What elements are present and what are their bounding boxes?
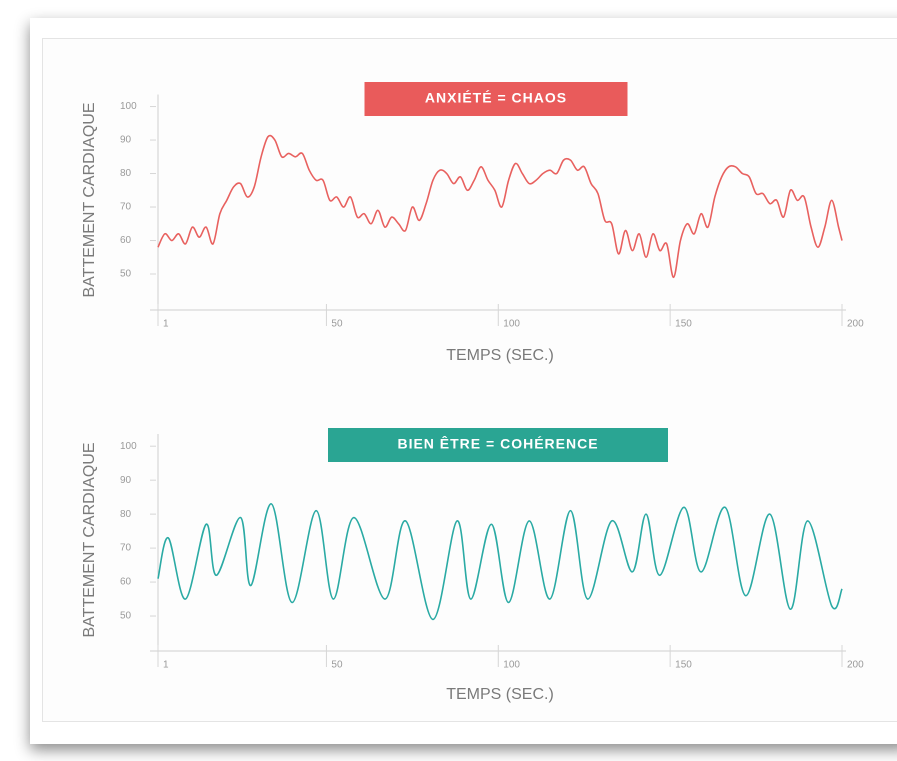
x-tick-label: 1 bbox=[163, 660, 169, 671]
x-tick-label: 200 bbox=[847, 319, 864, 330]
x-tick-label: 200 bbox=[847, 660, 864, 671]
y-tick-label: 90 bbox=[120, 135, 132, 146]
chart-title: ANXIÉTÉ = CHAOS bbox=[425, 90, 567, 106]
data-line bbox=[157, 134, 843, 279]
y-tick-label: 100 bbox=[120, 441, 137, 452]
y-axis-label: BATTEMENT CARDIAQUE bbox=[81, 103, 98, 298]
x-tick-label: 100 bbox=[503, 319, 520, 330]
x-tick-label: 1 bbox=[163, 319, 169, 330]
data-line bbox=[157, 503, 843, 621]
x-tick-label: 50 bbox=[331, 660, 343, 671]
y-tick-label: 60 bbox=[120, 235, 132, 246]
y-tick-label: 90 bbox=[120, 475, 132, 486]
y-axis-label: BATTEMENT CARDIAQUE bbox=[81, 443, 98, 638]
x-axis-label: TEMPS (SEC.) bbox=[446, 347, 554, 364]
title-banner bbox=[364, 82, 628, 116]
chart-title: BIEN ÊTRE = COHÉRENCE bbox=[397, 435, 598, 452]
y-tick-label: 80 bbox=[120, 168, 132, 179]
x-tick-label: 150 bbox=[675, 319, 692, 330]
x-tick-label: 150 bbox=[675, 660, 692, 671]
x-tick-label: 100 bbox=[503, 660, 520, 671]
title-banner bbox=[328, 428, 668, 462]
y-tick-label: 50 bbox=[120, 269, 132, 280]
y-tick-label: 70 bbox=[120, 202, 132, 213]
panel bbox=[42, 38, 897, 722]
y-tick-label: 70 bbox=[120, 543, 132, 554]
y-tick-label: 60 bbox=[120, 577, 132, 588]
y-tick-label: 50 bbox=[120, 611, 132, 622]
y-tick-label: 100 bbox=[120, 101, 137, 112]
y-tick-label: 80 bbox=[120, 509, 132, 520]
x-tick-label: 50 bbox=[331, 319, 343, 330]
x-axis-label: TEMPS (SEC.) bbox=[446, 686, 554, 703]
